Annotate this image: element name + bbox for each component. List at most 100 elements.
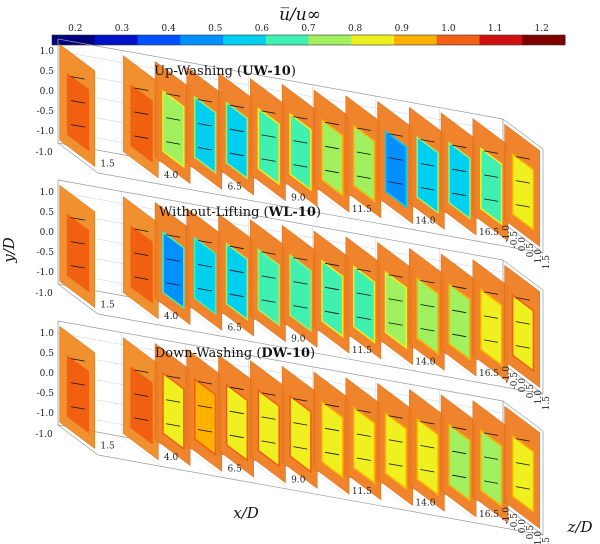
box-edge: [502, 363, 544, 395]
wake-region: [448, 282, 471, 361]
velocity-vector: [515, 321, 530, 325]
x-tick-label: 6.5: [228, 464, 243, 474]
y-tick-label: 0.0: [40, 87, 55, 97]
box-edge: [57, 283, 99, 315]
velocity-vector: [166, 399, 181, 403]
velocity-vector: [388, 439, 403, 443]
velocity-vector: [229, 269, 244, 274]
z-tick-label: -1.0: [502, 225, 512, 243]
velocity-vector: [293, 446, 308, 450]
colorbar-tick-label: 1.2: [535, 24, 549, 34]
velocity-vector: [293, 398, 308, 402]
grid-line: [375, 481, 417, 513]
velocity-vector: [420, 421, 435, 425]
colorbar-tick-label: 0.8: [348, 24, 363, 34]
colorbar-tick-label: 1.1: [488, 24, 502, 34]
velocity-vector: [166, 258, 181, 262]
velocity-vector: [356, 268, 371, 272]
velocity-vector: [70, 358, 85, 362]
colorbar: 0.2 0.3 0.4 0.5 0.6 0.7 0.8 0.9 1.0 1.1 1.2: [51, 24, 566, 46]
velocity-vector: [388, 133, 403, 137]
velocity-vector: [261, 158, 276, 162]
colorbar-tick-label: 0.3: [115, 24, 130, 34]
velocity-vector: [261, 134, 276, 138]
wake-region: [193, 95, 217, 175]
panel-title-code: UW-10: [242, 64, 291, 79]
panel-title-code: WL-10: [268, 205, 316, 220]
velocity-vector: [452, 426, 467, 431]
grid-line: [121, 436, 162, 467]
wake-region: [448, 141, 471, 220]
x-tick-label: 11.5: [352, 205, 372, 215]
velocity-vector: [261, 440, 276, 444]
velocity-vector: [166, 141, 181, 145]
velocity-vector: [325, 286, 340, 291]
z-axis-label: z/D: [567, 518, 593, 536]
panel-title: Down-Washing (DW-10): [155, 346, 315, 361]
velocity-vector: [134, 87, 149, 91]
x-tick-label: 14.0: [415, 217, 435, 227]
wake-region: [480, 288, 503, 367]
z-tick-label: -0.5: [510, 372, 520, 390]
x-tick-label: 11.5: [352, 346, 372, 356]
x-tick-label: 14.0: [415, 499, 435, 509]
colorbar-segment: [223, 35, 267, 45]
x-tick-label: 9.0: [291, 194, 306, 204]
velocity-vector: [325, 169, 340, 174]
wake-region: [480, 429, 503, 508]
velocity-vector: [483, 456, 499, 460]
x-tick-label: 6.5: [228, 182, 243, 192]
measurement-planes: [59, 325, 540, 529]
velocity-vector: [483, 432, 499, 436]
velocity-vector: [197, 240, 212, 244]
x-tick-label: 9.0: [291, 335, 306, 345]
colorbar-segment: [52, 35, 96, 45]
wake-region: [130, 225, 153, 304]
velocity-vector: [197, 429, 212, 433]
velocity-vector: [293, 140, 308, 144]
wake-region: [352, 406, 376, 485]
x-tick-label: 1.5: [100, 441, 115, 451]
z-tick-label: 0.0: [518, 237, 528, 252]
x-tick-label: 6.5: [228, 323, 243, 333]
velocity-vector: [325, 262, 340, 267]
z-tick-label: -1.0: [502, 366, 512, 384]
box-edge: [97, 454, 544, 536]
wake-region: [225, 383, 249, 462]
grid-line: [248, 177, 289, 208]
velocity-vector: [356, 433, 371, 437]
colorbar-segment: [522, 35, 566, 45]
x-tick-label: -1.0: [35, 289, 53, 299]
box-edge: [57, 424, 99, 456]
colorbar-tick-label: 0.7: [301, 24, 316, 34]
z-tick-label: 0.0: [518, 519, 528, 534]
velocity-vector: [197, 405, 212, 409]
wake-region: [352, 124, 376, 203]
wake-region: [384, 129, 408, 209]
grid-line: [184, 447, 226, 479]
velocity-vector: [515, 180, 530, 184]
velocity-vector: [388, 157, 403, 161]
velocity-vector: [293, 305, 308, 309]
velocity-vector: [420, 445, 435, 449]
wake-region: [416, 135, 439, 215]
z-tick-label: -0.5: [510, 231, 520, 249]
velocity-vector: [388, 322, 403, 326]
panel-title-code: DW-10: [261, 346, 310, 361]
z-tick-label: 1.5: [542, 255, 552, 270]
wake-region: [289, 253, 312, 333]
colorbar-segment: [265, 35, 309, 45]
velocity-vector: [452, 450, 467, 455]
wake-region: [162, 371, 185, 451]
panel-title-close: ): [310, 346, 315, 361]
panel-title-close: ): [291, 64, 296, 79]
box-edge: [502, 118, 544, 150]
velocity-vector: [229, 386, 244, 391]
grid-line: [312, 188, 353, 219]
x-tick-label: 14.0: [415, 358, 435, 368]
x-tick-label: -1.0: [35, 148, 53, 158]
wake-region: [257, 389, 280, 468]
velocity-vector: [229, 293, 244, 298]
panel-title: Up-Washing (UW-10): [154, 64, 296, 79]
